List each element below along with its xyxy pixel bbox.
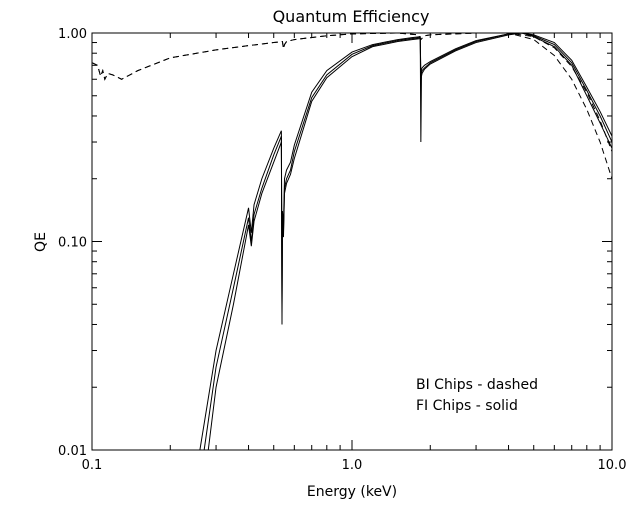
legend-entry-bi: BI Chips - dashed bbox=[416, 377, 538, 393]
fi-chip-curve-1 bbox=[203, 33, 612, 450]
y-tick-label: 0.10 bbox=[58, 236, 87, 251]
y-tick-label: 1.00 bbox=[58, 27, 87, 42]
x-tick-label: 10.0 bbox=[598, 458, 627, 473]
chart-title: Quantum Efficiency bbox=[273, 7, 430, 26]
y-tick-label: 0.01 bbox=[58, 444, 87, 459]
series-group bbox=[92, 33, 612, 450]
x-tick-label: 1.0 bbox=[342, 458, 363, 473]
y-axis-label: QE bbox=[33, 232, 49, 252]
x-axis-label: Energy (keV) bbox=[307, 484, 397, 500]
bi-chip-curve-4 bbox=[92, 33, 612, 152]
fi-chip-curve-0 bbox=[199, 33, 612, 450]
legend-entry-fi: FI Chips - solid bbox=[416, 398, 518, 414]
fi-chip-curve-2 bbox=[207, 33, 612, 450]
axis-ticks bbox=[91, 32, 613, 451]
x-tick-label: 0.1 bbox=[82, 458, 103, 473]
axis-tick-labels: 0.1 1.0 10.0 0.01 0.10 1.00 bbox=[58, 27, 626, 473]
